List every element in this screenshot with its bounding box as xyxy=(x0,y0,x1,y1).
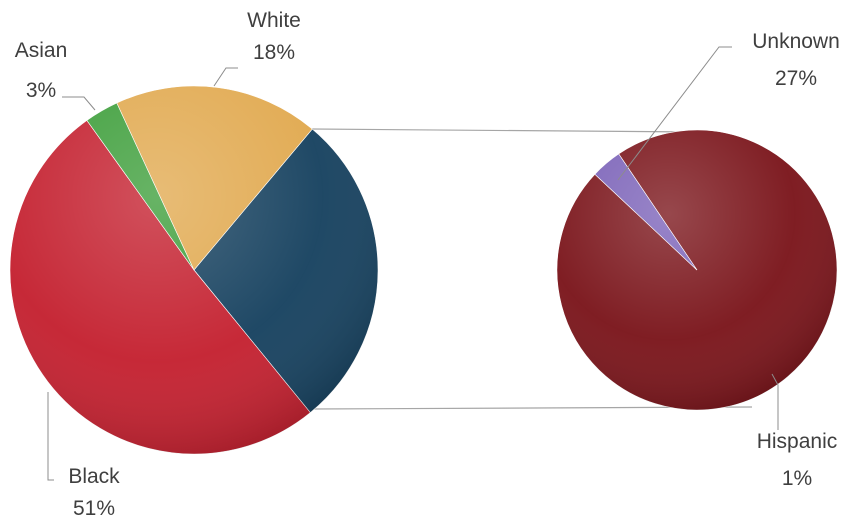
label-asian-name: Asian xyxy=(15,39,68,62)
connector-line-top xyxy=(311,128,697,133)
leader-line-black xyxy=(47,392,54,481)
label-hispanic-pct: 1% xyxy=(782,467,812,490)
label-hispanic-name: Hispanic xyxy=(757,430,838,453)
label-white-pct: 18% xyxy=(253,41,295,64)
label-black-name: Black xyxy=(68,465,120,488)
label-black-pct: 51% xyxy=(73,497,115,520)
label-asian-pct: 3% xyxy=(26,79,56,102)
label-unknown-pct: 27% xyxy=(775,67,817,90)
label-unknown-name: Unknown xyxy=(752,30,840,53)
secondary-pie xyxy=(556,129,838,411)
label-white-name: White xyxy=(247,9,301,32)
leader-line-asian xyxy=(62,96,96,111)
leader-line-white xyxy=(213,67,238,87)
main-pie xyxy=(9,85,379,455)
leader-line-unknown xyxy=(617,46,732,181)
leader-line-hispanic xyxy=(771,373,779,430)
